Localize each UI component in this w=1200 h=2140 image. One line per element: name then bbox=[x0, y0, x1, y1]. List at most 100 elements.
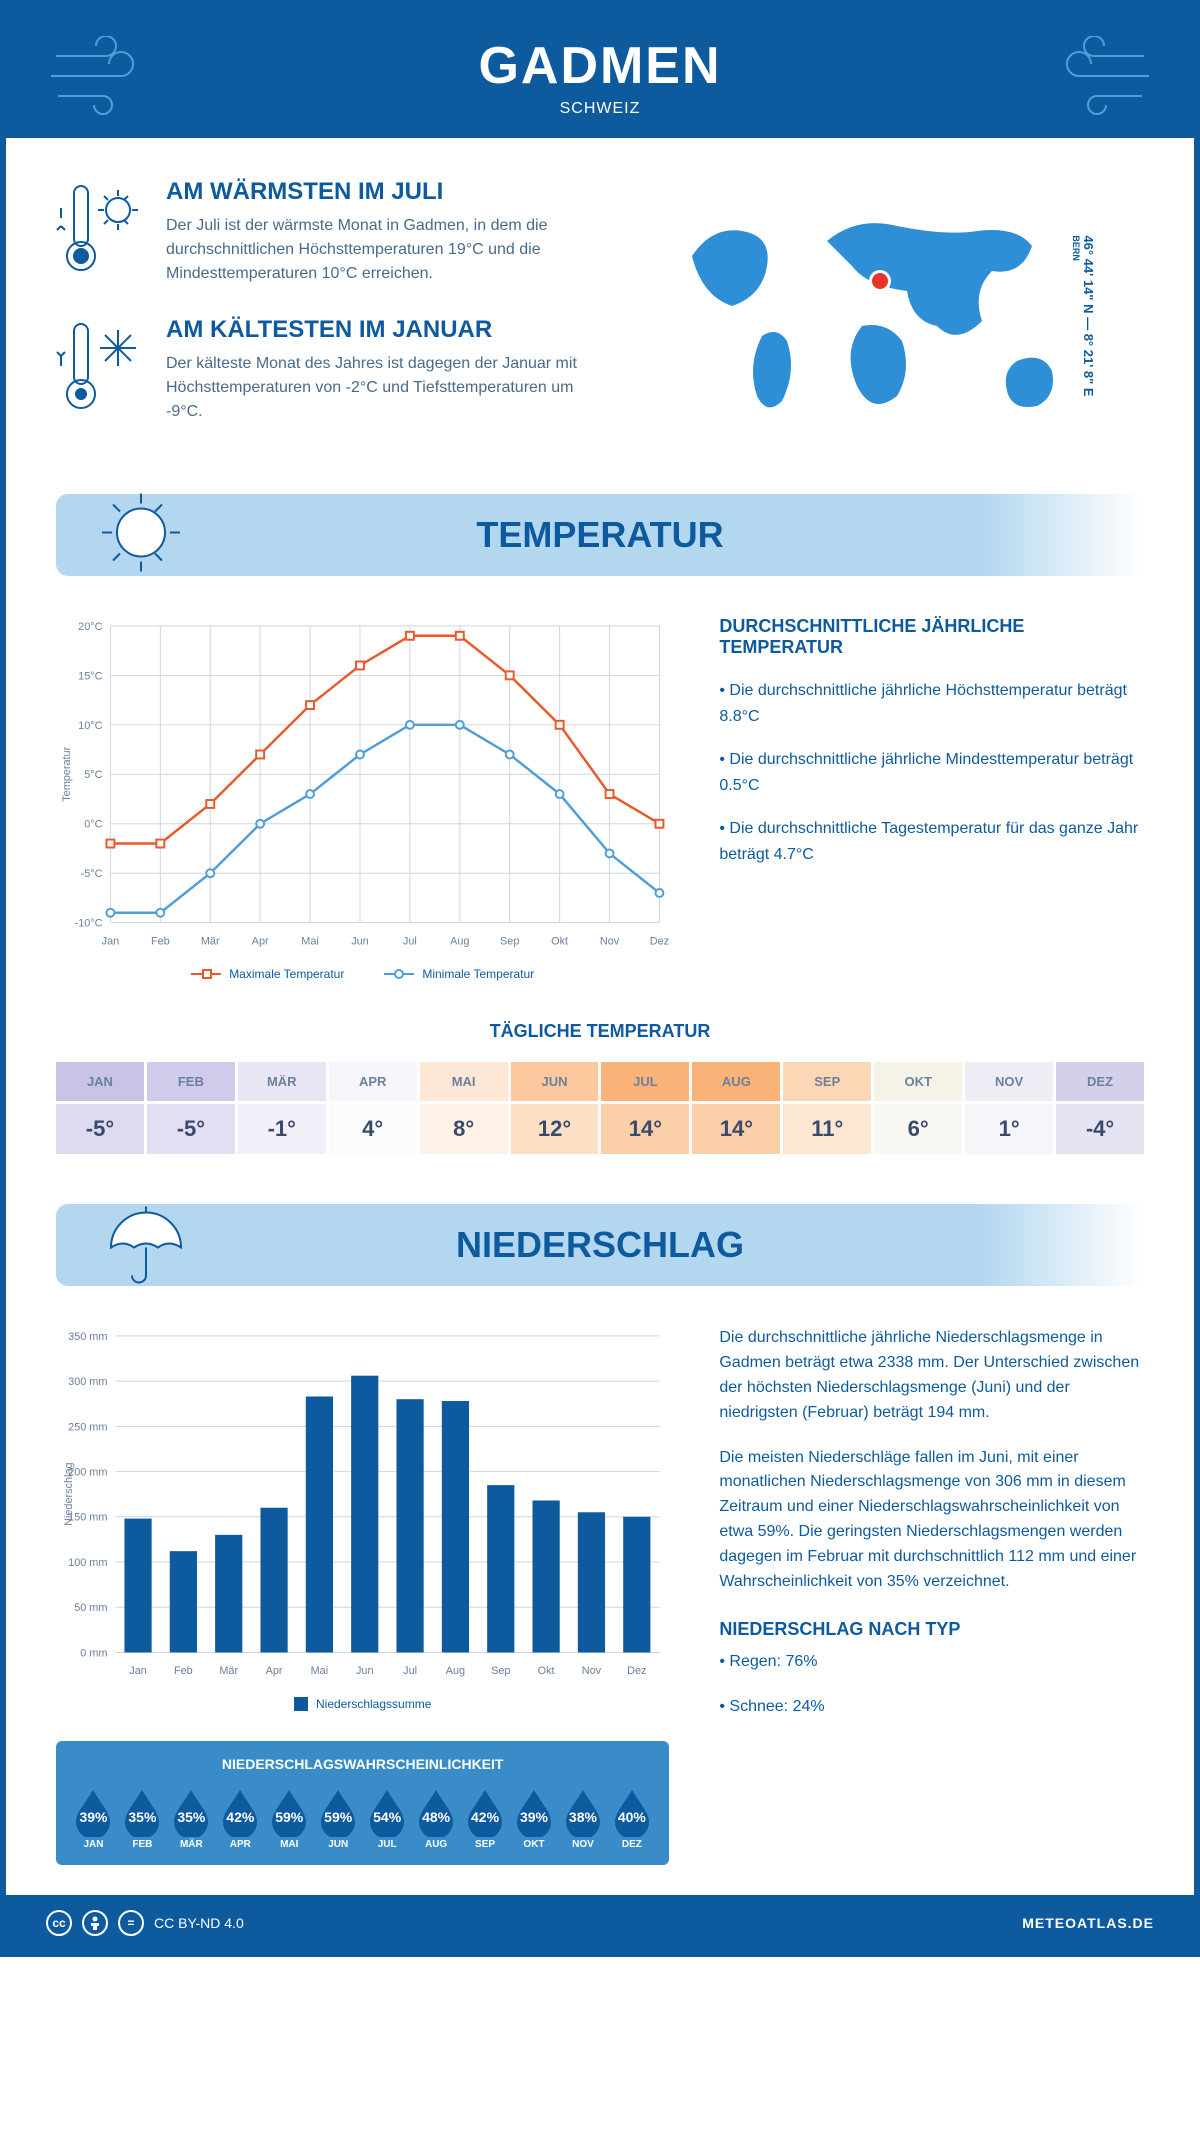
svg-text:Aug: Aug bbox=[450, 935, 469, 947]
dt-value: -5° bbox=[56, 1104, 144, 1154]
prob-drop: 54% JUL bbox=[365, 1787, 410, 1850]
sun-icon bbox=[96, 488, 186, 583]
by-icon bbox=[82, 1910, 108, 1936]
precip-type-b1: • Regen: 76% bbox=[719, 1650, 1144, 1675]
header: GADMEN SCHWEIZ bbox=[6, 6, 1194, 138]
svg-text:15°C: 15°C bbox=[78, 670, 102, 682]
dt-value: 11° bbox=[783, 1104, 871, 1154]
svg-text:50 mm: 50 mm bbox=[74, 1603, 107, 1615]
temp-info-title: DURCHSCHNITTLICHE JÄHRLICHE TEMPERATUR bbox=[719, 616, 1144, 658]
license-text: CC BY-ND 4.0 bbox=[154, 1915, 244, 1931]
fact-warmest-title: AM WÄRMSTEN IM JULI bbox=[166, 178, 580, 206]
dt-month: MAI bbox=[420, 1062, 508, 1101]
prob-drop: 40% DEZ bbox=[609, 1787, 654, 1850]
nd-icon: = bbox=[118, 1910, 144, 1936]
svg-text:-10°C: -10°C bbox=[75, 918, 103, 930]
precip-bar-chart: 0 mm50 mm100 mm150 mm200 mm250 mm300 mm3… bbox=[56, 1326, 669, 1682]
svg-text:Sep: Sep bbox=[491, 1666, 510, 1678]
svg-text:Jul: Jul bbox=[403, 935, 417, 947]
dt-month: JUN bbox=[511, 1062, 599, 1101]
precip-p2: Die meisten Niederschläge fallen im Juni… bbox=[719, 1446, 1144, 1595]
svg-text:20°C: 20°C bbox=[78, 621, 102, 633]
world-map-container: 46° 44' 14" N — 8° 21' 8" E BERN bbox=[620, 178, 1144, 454]
svg-text:Niederschlag: Niederschlag bbox=[63, 1463, 75, 1526]
svg-text:Jul: Jul bbox=[403, 1666, 417, 1678]
prob-drop: 48% AUG bbox=[414, 1787, 459, 1850]
dt-value: 14° bbox=[601, 1104, 689, 1154]
dt-month: JUL bbox=[601, 1062, 689, 1101]
fact-warmest: AM WÄRMSTEN IM JULI Der Juli ist der wär… bbox=[56, 178, 580, 286]
svg-text:Mai: Mai bbox=[311, 1666, 329, 1678]
dt-value: -4° bbox=[1056, 1104, 1144, 1154]
svg-text:Apr: Apr bbox=[266, 1666, 283, 1678]
temp-info-b3: • Die durchschnittliche Tagestemperatur … bbox=[719, 816, 1144, 867]
section-banner-temp: TEMPERATUR bbox=[56, 494, 1144, 576]
svg-text:5°C: 5°C bbox=[84, 769, 102, 781]
svg-text:0 mm: 0 mm bbox=[80, 1648, 107, 1660]
section-title-temp: TEMPERATUR bbox=[56, 514, 1144, 556]
page-frame: GADMEN SCHWEIZ AM WÄRMSTEN IM JULI bbox=[0, 0, 1200, 1957]
prob-drop: 39% OKT bbox=[512, 1787, 557, 1850]
precip-probability-box: NIEDERSCHLAGSWAHRSCHEINLICHKEIT 39% JAN … bbox=[56, 1741, 669, 1865]
temp-info-b1: • Die durchschnittliche jährliche Höchst… bbox=[719, 678, 1144, 729]
svg-text:350 mm: 350 mm bbox=[68, 1331, 107, 1343]
footer: cc = CC BY-ND 4.0 METEOATLAS.DE bbox=[6, 1895, 1194, 1951]
daily-temp-table: JANFEBMÄRAPRMAIJUNJULAUGSEPOKTNOVDEZ-5°-… bbox=[56, 1062, 1144, 1154]
svg-text:Feb: Feb bbox=[174, 1666, 193, 1678]
dt-month: JAN bbox=[56, 1062, 144, 1101]
dt-value: 12° bbox=[511, 1104, 599, 1154]
svg-text:Apr: Apr bbox=[252, 935, 269, 947]
svg-text:Jan: Jan bbox=[102, 935, 120, 947]
footer-license: cc = CC BY-ND 4.0 bbox=[46, 1910, 244, 1936]
temp-section: -10°C-5°C0°C5°C10°C15°C20°CJanFebMärAprM… bbox=[56, 616, 1144, 981]
fact-coldest-title: AM KÄLTESTEN IM JANUAR bbox=[166, 316, 580, 344]
wind-icon-left bbox=[46, 36, 156, 121]
section-title-precip: NIEDERSCHLAG bbox=[56, 1224, 1144, 1266]
temp-legend: Maximale Temperatur Minimale Temperatur bbox=[56, 967, 669, 981]
thermometer-snow-icon bbox=[56, 316, 146, 424]
dt-month: APR bbox=[329, 1062, 417, 1101]
intro-facts: AM WÄRMSTEN IM JULI Der Juli ist der wär… bbox=[56, 178, 580, 454]
cc-icon: cc bbox=[46, 1910, 72, 1936]
dt-value: 6° bbox=[874, 1104, 962, 1154]
dt-value: -1° bbox=[238, 1104, 326, 1154]
dt-month: FEB bbox=[147, 1062, 235, 1101]
temp-info: DURCHSCHNITTLICHE JÄHRLICHE TEMPERATUR •… bbox=[719, 616, 1144, 981]
dt-month: SEP bbox=[783, 1062, 871, 1101]
precip-section: 0 mm50 mm100 mm150 mm200 mm250 mm300 mm3… bbox=[56, 1326, 1144, 1865]
prob-drop: 42% APR bbox=[218, 1787, 263, 1850]
location-country: SCHWEIZ bbox=[6, 100, 1194, 118]
world-map-icon bbox=[662, 186, 1102, 446]
prob-drop: 42% SEP bbox=[463, 1787, 508, 1850]
svg-text:Temperatur: Temperatur bbox=[61, 746, 73, 801]
intro-row: AM WÄRMSTEN IM JULI Der Juli ist der wär… bbox=[56, 178, 1144, 454]
legend-max: Maximale Temperatur bbox=[191, 967, 344, 981]
coordinates: 46° 44' 14" N — 8° 21' 8" E BERN bbox=[1071, 235, 1096, 396]
content: AM WÄRMSTEN IM JULI Der Juli ist der wär… bbox=[6, 138, 1194, 1895]
umbrella-icon bbox=[96, 1198, 186, 1293]
wind-icon-right bbox=[1044, 36, 1154, 121]
prob-drop: 39% JAN bbox=[71, 1787, 116, 1850]
svg-text:Feb: Feb bbox=[151, 935, 170, 947]
svg-text:Sep: Sep bbox=[500, 935, 519, 947]
fact-coldest-text: Der kälteste Monat des Jahres ist dagege… bbox=[166, 352, 580, 424]
svg-text:Dez: Dez bbox=[650, 935, 669, 947]
svg-text:10°C: 10°C bbox=[78, 720, 102, 732]
prob-row: 39% JAN 35% FEB 35% MÄR 42% APR 59% MAI … bbox=[71, 1787, 654, 1850]
precip-legend: Niederschlagssumme bbox=[56, 1697, 669, 1711]
dt-month: MÄR bbox=[238, 1062, 326, 1101]
dt-value: 14° bbox=[692, 1104, 780, 1154]
prob-drop: 35% FEB bbox=[120, 1787, 165, 1850]
thermometer-sun-icon bbox=[56, 178, 146, 286]
svg-text:250 mm: 250 mm bbox=[68, 1422, 107, 1434]
svg-text:Mär: Mär bbox=[219, 1666, 238, 1678]
prob-drop: 38% NOV bbox=[560, 1787, 605, 1850]
svg-text:0°C: 0°C bbox=[84, 819, 102, 831]
prob-drop: 59% MAI bbox=[267, 1787, 312, 1850]
dt-month: AUG bbox=[692, 1062, 780, 1101]
legend-min: Minimale Temperatur bbox=[384, 967, 534, 981]
svg-text:Jan: Jan bbox=[129, 1666, 147, 1678]
svg-text:Nov: Nov bbox=[600, 935, 620, 947]
fact-coldest: AM KÄLTESTEN IM JANUAR Der kälteste Mona… bbox=[56, 316, 580, 424]
svg-text:Jun: Jun bbox=[351, 935, 369, 947]
